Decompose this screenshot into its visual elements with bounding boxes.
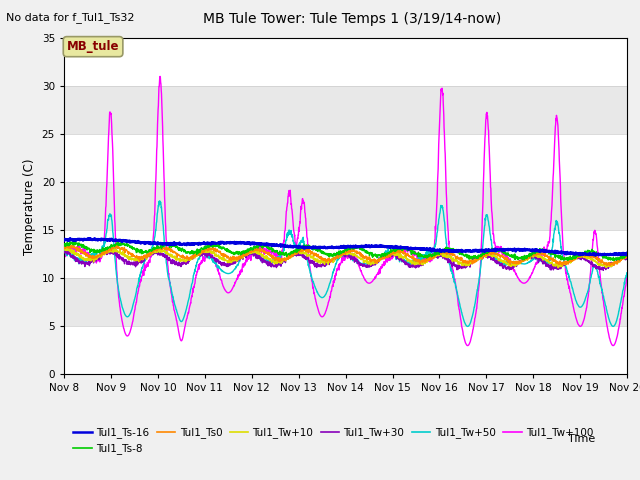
- Legend: Tul1_Ts-16, Tul1_Ts-8, Tul1_Ts0, Tul1_Tw+10, Tul1_Tw+30, Tul1_Tw+50, Tul1_Tw+100: Tul1_Ts-16, Tul1_Ts-8, Tul1_Ts0, Tul1_Tw…: [69, 423, 597, 459]
- Bar: [64, 86, 627, 134]
- Text: MB Tule Tower: Tule Temps 1 (3/19/14-now): MB Tule Tower: Tule Temps 1 (3/19/14-now…: [203, 12, 501, 26]
- Text: Time: Time: [568, 434, 595, 444]
- Bar: [64, 278, 627, 326]
- Y-axis label: Temperature (C): Temperature (C): [23, 158, 36, 255]
- Bar: [64, 182, 627, 230]
- Text: No data for f_Tul1_Ts32: No data for f_Tul1_Ts32: [6, 12, 135, 23]
- Text: MB_tule: MB_tule: [67, 40, 119, 53]
